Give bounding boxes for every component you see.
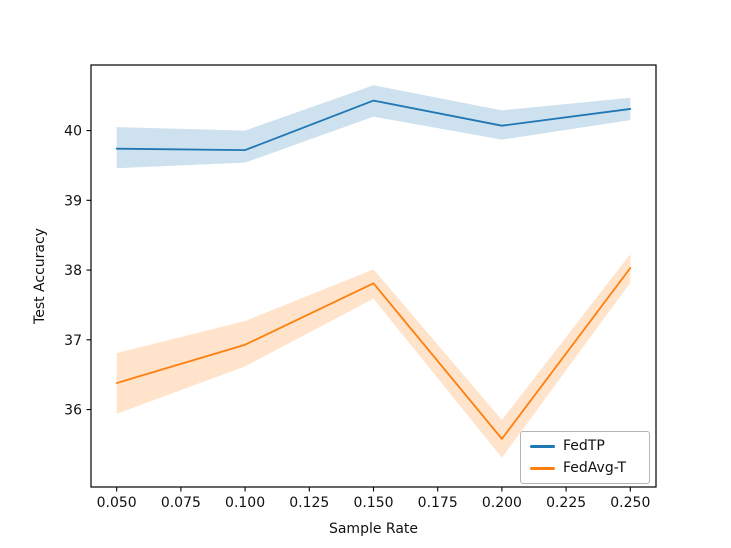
x-tick-label: 0.075 [161, 495, 201, 511]
legend-label-fedtp: FedTP [563, 438, 605, 454]
series-line-FedAvg-T [115, 267, 632, 440]
y-tick-label: 38 [64, 263, 82, 279]
legend-item-fedtp: FedTP [530, 438, 640, 454]
y-tick-label: 36 [64, 403, 82, 419]
x-tick-label: 0.200 [482, 495, 522, 511]
y-axis-label: Test Accuracy [32, 228, 48, 324]
legend: FedTP FedAvg-T [520, 431, 650, 484]
legend-label-fedavg-t: FedAvg-T [563, 460, 627, 476]
x-tick-label: 0.225 [546, 495, 586, 511]
y-tick-label: 37 [64, 333, 82, 349]
series-line-FedTP [115, 99, 632, 151]
confidence-band-FedAvg-T [116, 254, 631, 458]
x-tick-label: 0.250 [610, 495, 650, 511]
y-tick-label: 40 [64, 124, 82, 140]
x-tick-label: 0.100 [225, 495, 265, 511]
y-tick-label: 39 [64, 193, 82, 209]
confidence-band-FedTP [116, 85, 631, 169]
x-tick-label: 0.150 [353, 495, 393, 511]
x-tick-label: 0.050 [97, 495, 137, 511]
x-tick-label: 0.175 [418, 495, 458, 511]
legend-line-swatch-fedtp [530, 444, 555, 448]
x-axis-label: Sample Rate [328, 521, 419, 537]
legend-line-swatch-fedavg-t [530, 466, 555, 470]
legend-item-fedavg-t: FedAvg-T [530, 460, 640, 476]
x-tick-label: 0.125 [289, 495, 329, 511]
